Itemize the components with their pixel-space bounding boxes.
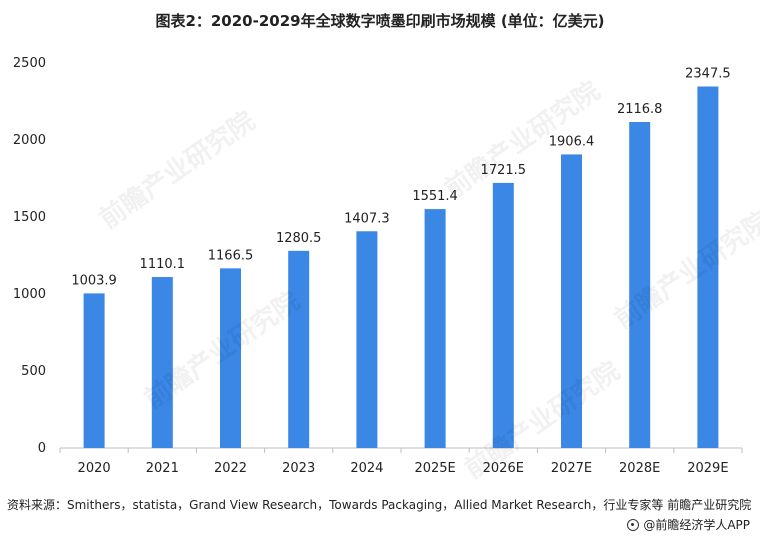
y-tick-label: 1500 bbox=[13, 210, 46, 225]
x-tick-label: 2028E bbox=[619, 461, 660, 476]
value-labels-group: 1003.9 1110.1 1166.5 1280.5 1407.3 1551.4 1721… bbox=[71, 66, 730, 288]
y-tick-label: 1000 bbox=[13, 287, 46, 302]
y-tick-label: 0 bbox=[38, 441, 46, 456]
bars-group bbox=[83, 86, 719, 449]
bar-2022 bbox=[220, 268, 241, 448]
credit: @前瞻经济学人APP bbox=[627, 516, 750, 533]
data-label: 1166.5 bbox=[208, 248, 254, 263]
bar-2024 bbox=[356, 231, 378, 448]
y-tick-label: 500 bbox=[21, 364, 46, 379]
credit-text: @前瞻经济学人APP bbox=[643, 518, 750, 532]
x-tick-label: 2026E bbox=[483, 461, 524, 476]
x-tick-label: 2027E bbox=[551, 461, 592, 476]
x-tick-label: 2021 bbox=[146, 461, 179, 476]
data-label: 1003.9 bbox=[71, 273, 117, 288]
bar-2020 bbox=[83, 293, 105, 448]
data-label: 2116.8 bbox=[617, 102, 663, 117]
source-note: 资料来源：Smithers，statista，Grand View Resear… bbox=[7, 498, 752, 512]
y-tick-label: 2000 bbox=[13, 133, 46, 148]
y-tick-label: 2500 bbox=[13, 56, 46, 71]
bar-2028E bbox=[629, 122, 651, 448]
bar-2027E bbox=[561, 154, 582, 448]
bar-2029E bbox=[697, 86, 719, 449]
bar-2023 bbox=[288, 250, 310, 448]
y-axis: 0 500 1000 1500 2000 2500 bbox=[13, 56, 46, 456]
data-label: 1721.5 bbox=[481, 163, 527, 178]
x-tick-label: 2029E bbox=[687, 461, 728, 476]
brand-icon bbox=[627, 518, 640, 531]
data-label: 1407.3 bbox=[344, 211, 390, 226]
data-label: 1551.4 bbox=[412, 189, 458, 204]
bar-2025E bbox=[424, 209, 446, 448]
chart-title: 图表2：2020-2029年全球数字喷墨印刷市场规模 (单位：亿美元) bbox=[155, 12, 605, 30]
bar-2021 bbox=[151, 277, 173, 448]
data-label: 1906.4 bbox=[549, 134, 595, 149]
x-tick-label: 2024 bbox=[350, 461, 383, 476]
data-label: 2347.5 bbox=[685, 66, 731, 81]
x-tick-label: 2025E bbox=[414, 461, 455, 476]
x-tick-label: 2022 bbox=[214, 461, 247, 476]
data-label: 1280.5 bbox=[276, 231, 322, 246]
data-label: 1110.1 bbox=[140, 257, 186, 272]
x-axis: 2020 2021 2022 2023 2024 2025E 2026E 2027E 2028E… bbox=[59, 448, 743, 476]
x-tick-label: 2023 bbox=[282, 461, 315, 476]
bar-2026E bbox=[492, 182, 514, 448]
x-tick-label: 2020 bbox=[78, 461, 111, 476]
